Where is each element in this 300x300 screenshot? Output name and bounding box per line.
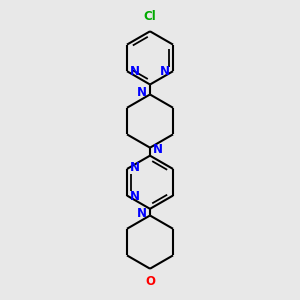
- Text: N: N: [137, 86, 147, 99]
- Text: N: N: [137, 207, 147, 220]
- Text: N: N: [153, 143, 163, 156]
- Text: Cl: Cl: [144, 10, 156, 23]
- Text: N: N: [130, 65, 140, 78]
- Text: O: O: [145, 275, 155, 288]
- Text: N: N: [130, 161, 140, 174]
- Text: N: N: [130, 190, 140, 203]
- Text: N: N: [160, 65, 170, 78]
